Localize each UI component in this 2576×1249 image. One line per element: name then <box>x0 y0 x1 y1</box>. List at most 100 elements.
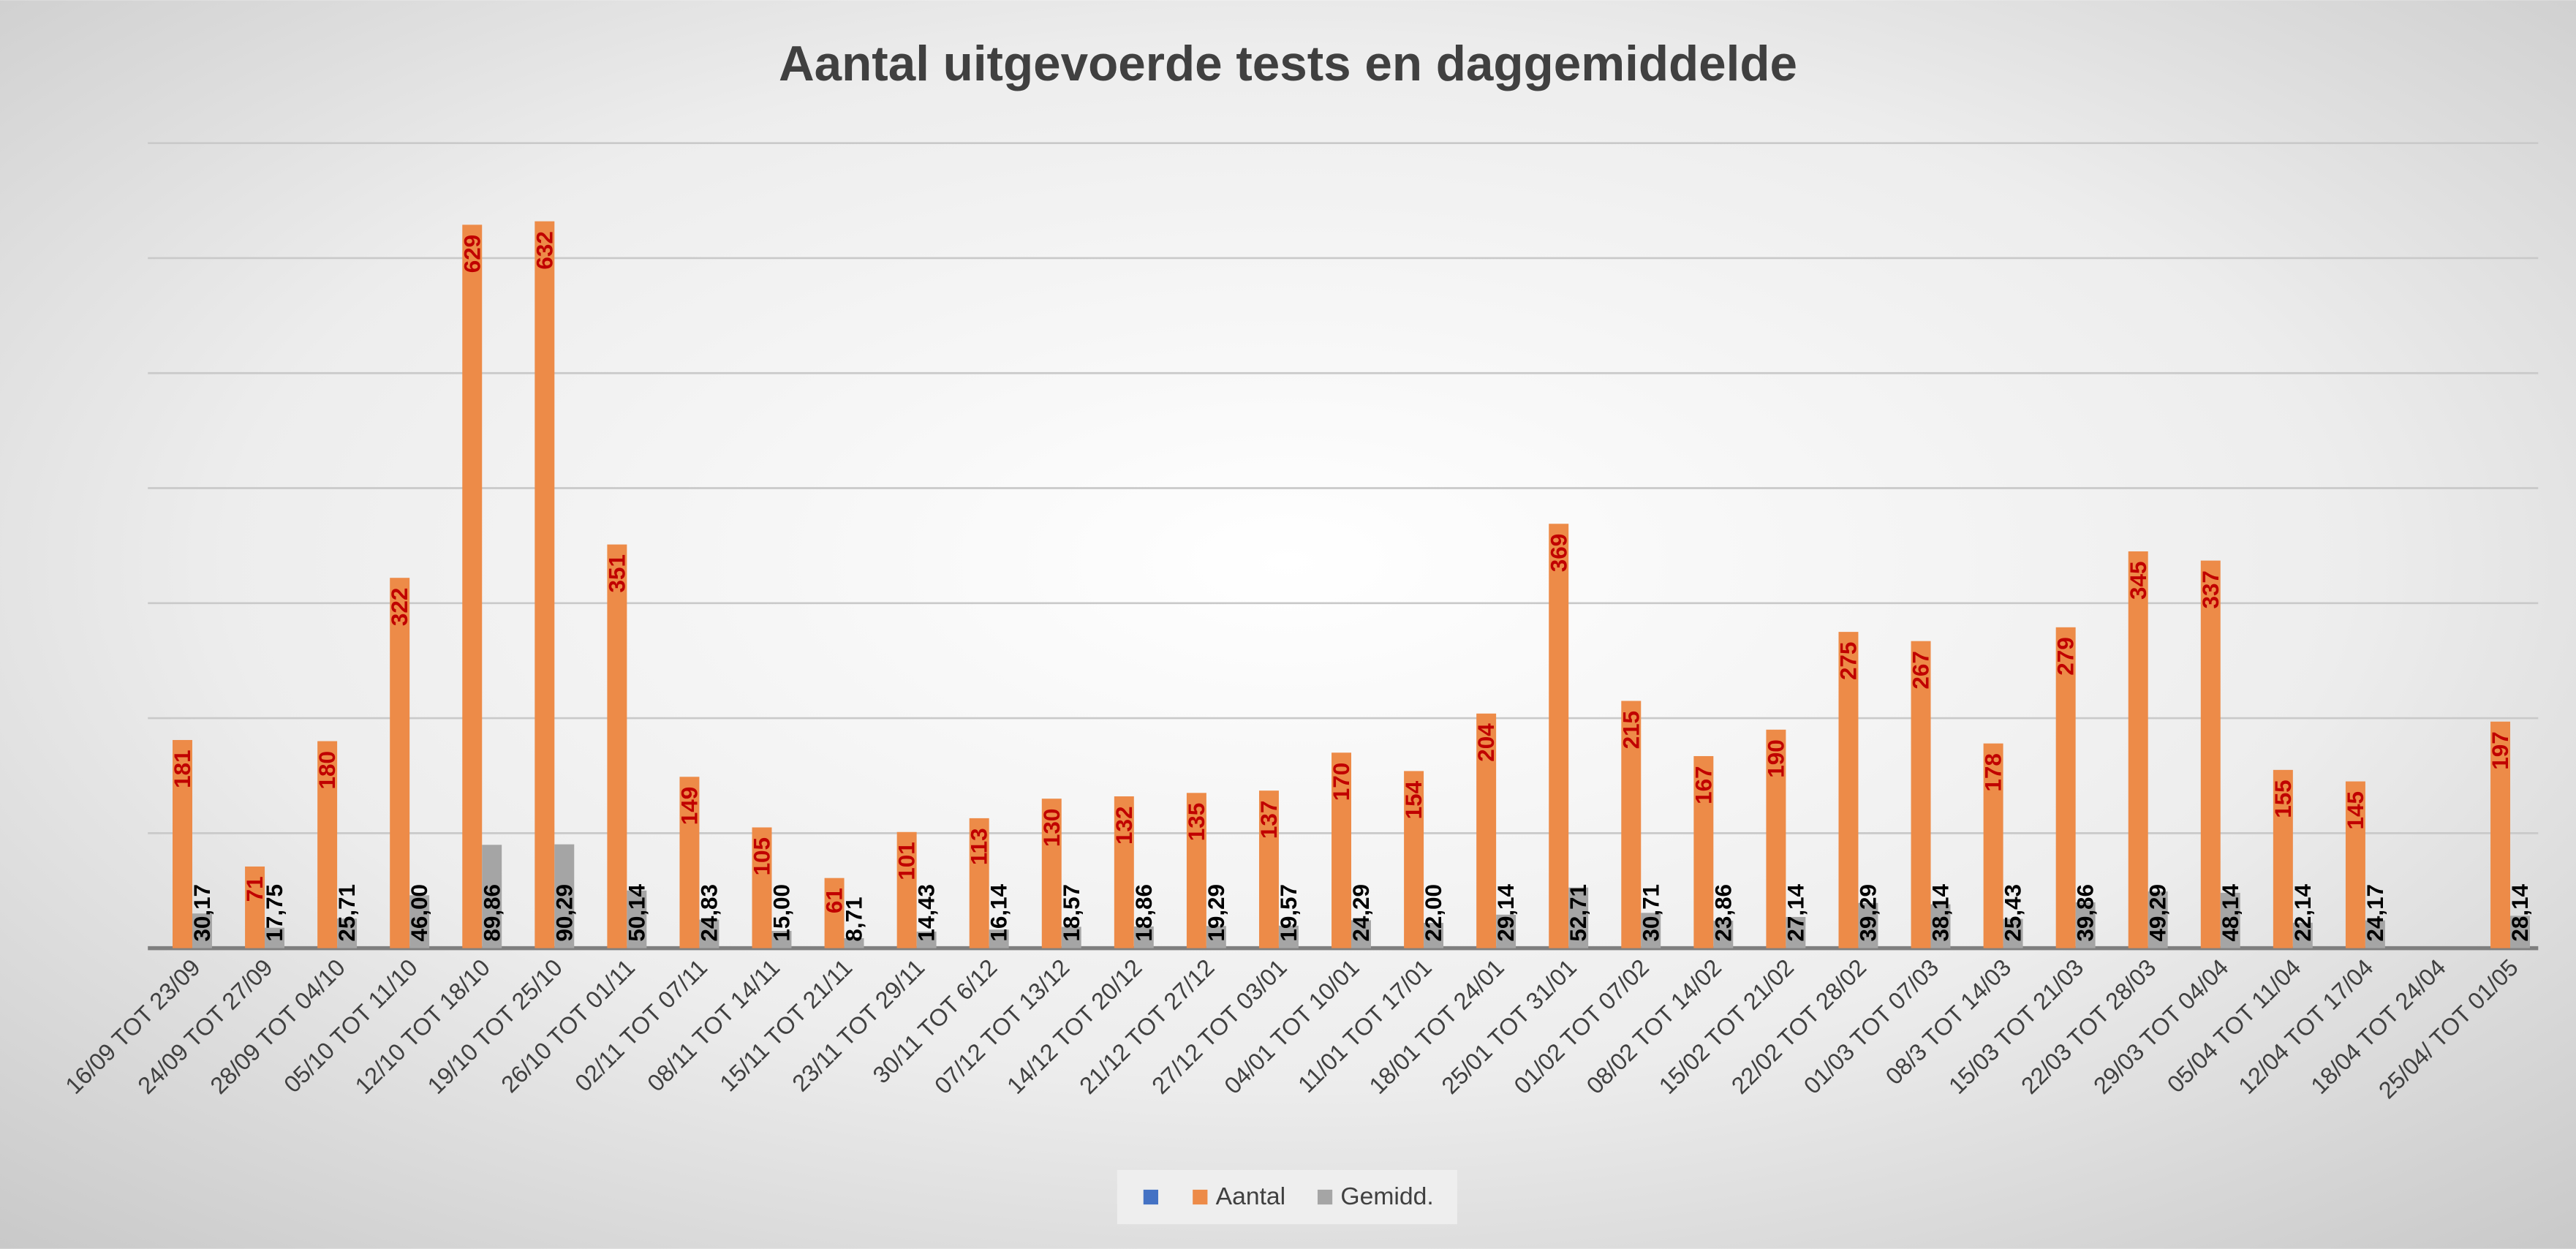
bar <box>2128 551 2148 948</box>
data-label: 279 <box>2053 637 2079 675</box>
data-label: 178 <box>1981 753 2006 791</box>
bar <box>2200 560 2221 948</box>
bar <box>1930 904 1951 948</box>
data-label: 30,17 <box>189 884 215 942</box>
data-label: 190 <box>1763 739 1789 777</box>
bar <box>699 919 719 948</box>
data-label: 101 <box>894 842 920 880</box>
data-label: 130 <box>1039 809 1065 847</box>
bar <box>1911 641 1931 948</box>
data-label: 17,75 <box>262 884 287 942</box>
bar <box>752 827 772 948</box>
data-label: 180 <box>314 751 340 789</box>
data-label: 275 <box>1836 642 1862 680</box>
bar <box>1133 926 1154 948</box>
bar <box>627 890 647 948</box>
legend-label: Aantal <box>1216 1182 1286 1210</box>
data-label: 18,57 <box>1059 884 1084 942</box>
bar <box>607 544 627 948</box>
data-label: 14,43 <box>914 884 940 942</box>
bar <box>1983 743 2003 948</box>
data-label: 19,57 <box>1276 884 1302 942</box>
data-label: 23,86 <box>1710 884 1736 942</box>
bar <box>1404 771 1424 948</box>
bar <box>535 221 555 948</box>
bar <box>1061 927 1081 948</box>
data-label: 167 <box>1691 766 1716 804</box>
data-label: 170 <box>1329 763 1354 801</box>
bar <box>2292 922 2313 948</box>
bar <box>173 739 192 948</box>
data-label: 24,17 <box>2362 884 2388 942</box>
bar <box>1476 713 1497 948</box>
legend-box <box>1117 1169 1457 1225</box>
data-label: 50,14 <box>624 883 649 941</box>
data-label: 181 <box>170 750 195 788</box>
data-label: 22,14 <box>2290 883 2316 941</box>
bar <box>482 845 502 948</box>
bar <box>1206 926 1226 948</box>
bar <box>1332 752 1352 948</box>
bar <box>771 931 792 948</box>
data-label: 24,29 <box>1348 884 1374 942</box>
data-label: 629 <box>459 235 485 273</box>
legend-marker <box>1317 1189 1333 1205</box>
data-label: 25,43 <box>2001 884 2026 942</box>
data-label: 113 <box>967 828 992 865</box>
data-label: 22,00 <box>1421 884 1446 942</box>
bar <box>1786 916 1806 948</box>
bar <box>2003 918 2023 948</box>
data-label: 71 <box>242 876 268 902</box>
bar <box>462 224 483 948</box>
data-label: 337 <box>2198 570 2224 608</box>
data-label: 29,14 <box>1493 883 1519 941</box>
bar <box>1424 923 1444 948</box>
bar <box>844 937 864 948</box>
data-label: 135 <box>1184 803 1209 841</box>
data-label: 15,00 <box>769 884 795 942</box>
data-label: 46,00 <box>407 884 432 942</box>
data-label: 267 <box>1908 651 1934 689</box>
data-label: 49,29 <box>2145 884 2171 942</box>
data-label: 28,14 <box>2507 883 2533 941</box>
bar <box>1496 914 1516 948</box>
data-label: 48,14 <box>2218 883 2243 941</box>
data-label: 204 <box>1473 723 1499 762</box>
bar <box>896 831 917 948</box>
bar <box>824 878 845 948</box>
bar <box>245 866 265 948</box>
data-label: 322 <box>387 588 412 626</box>
data-label: 39,86 <box>2073 884 2099 942</box>
bar <box>1713 921 1734 948</box>
data-label: 345 <box>2126 561 2151 599</box>
bar <box>1114 796 1134 948</box>
data-label: 39,29 <box>1855 884 1881 942</box>
bar <box>2055 627 2076 948</box>
bar <box>192 913 212 948</box>
data-label: 105 <box>749 837 775 875</box>
data-label: 197 <box>2488 731 2513 769</box>
data-label: 155 <box>2270 780 2296 818</box>
data-label: 351 <box>604 554 630 592</box>
data-label: 89,86 <box>479 884 505 942</box>
data-label: 61 <box>822 888 847 913</box>
bar <box>2075 902 2096 948</box>
data-label: 90,29 <box>551 884 577 942</box>
bar <box>1041 799 1062 948</box>
data-label: 149 <box>677 787 703 825</box>
bar <box>916 931 937 948</box>
data-label: 632 <box>532 231 557 269</box>
data-label: 137 <box>1256 801 1282 839</box>
data-label: 30,71 <box>1638 884 1663 942</box>
legend-marker <box>1193 1189 1208 1205</box>
data-label: 132 <box>1111 806 1137 844</box>
data-label: 27,14 <box>1783 883 1808 941</box>
bar <box>1621 701 1642 948</box>
data-label: 16,14 <box>986 883 1012 941</box>
bar <box>989 929 1009 948</box>
data-label: 215 <box>1618 711 1644 749</box>
data-label: 24,83 <box>696 884 722 942</box>
bar <box>2510 916 2530 948</box>
bar <box>2148 891 2168 948</box>
